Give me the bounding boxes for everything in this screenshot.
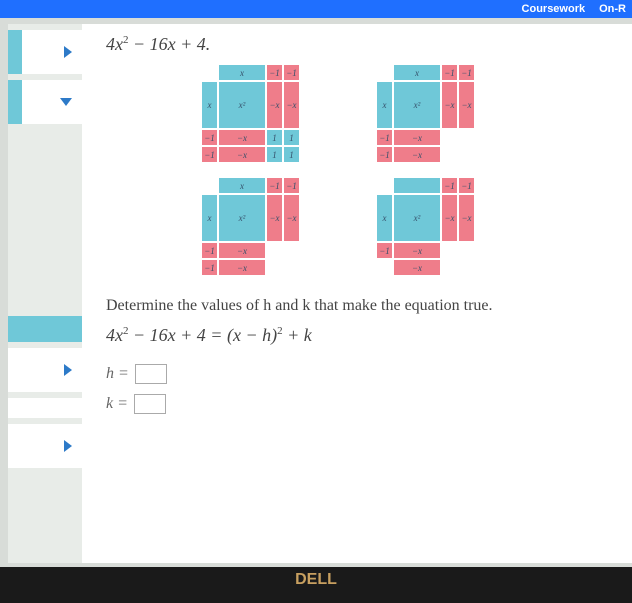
laptop-brand-bezel: DELL xyxy=(0,567,632,603)
nav-coursework[interactable]: Coursework xyxy=(522,3,586,15)
brand-text: DELL xyxy=(295,571,337,589)
nav-card-5[interactable] xyxy=(8,424,82,468)
content-area: 4x2 − 16x + 4. x−1−1 xx²−x−x −1−x11 −1−x… xyxy=(82,24,632,563)
nav-on-r[interactable]: On-R xyxy=(599,3,626,15)
play-icon xyxy=(64,440,72,452)
tile-block-3: x−1−1 xx²−x−x −1−x −1−x xyxy=(200,176,345,277)
k-input-row: k = xyxy=(106,394,614,414)
tile-block-1: x−1−1 xx²−x−x −1−x11 −1−x11 xyxy=(200,63,345,164)
question-prompt: Determine the values of h and k that mak… xyxy=(106,297,614,315)
equation-line: 4x2 − 16x + 4 = (x − h)2 + k xyxy=(106,325,614,346)
h-label: h = xyxy=(106,365,129,383)
nav-card-3[interactable] xyxy=(8,348,82,392)
tile-block-4: −1−1 xx²−x−x −1−x −x xyxy=(375,176,520,277)
nav-card-2[interactable] xyxy=(8,80,82,124)
sidebar xyxy=(8,24,82,563)
k-label: k = xyxy=(106,395,128,413)
app-frame: 4x2 − 16x + 4. x−1−1 xx²−x−x −1−x11 −1−x… xyxy=(8,24,632,563)
algebra-tiles-grid: x−1−1 xx²−x−x −1−x11 −1−x11 x−1−1 xx²−x−… xyxy=(200,63,520,277)
nav-card-selected[interactable] xyxy=(8,316,82,342)
dropdown-icon xyxy=(60,98,72,106)
k-input[interactable] xyxy=(134,394,166,414)
play-icon xyxy=(64,364,72,376)
h-input[interactable] xyxy=(135,364,167,384)
h-input-row: h = xyxy=(106,364,614,384)
tile-block-2: x−1−1 xx²−x−x −1−x −1−x xyxy=(375,63,520,164)
nav-card-4[interactable] xyxy=(8,398,82,418)
nav-card-1[interactable] xyxy=(8,30,82,74)
top-expression: 4x2 − 16x + 4. xyxy=(106,34,614,55)
play-icon xyxy=(64,46,72,58)
top-nav: Coursework On-R xyxy=(0,0,632,18)
